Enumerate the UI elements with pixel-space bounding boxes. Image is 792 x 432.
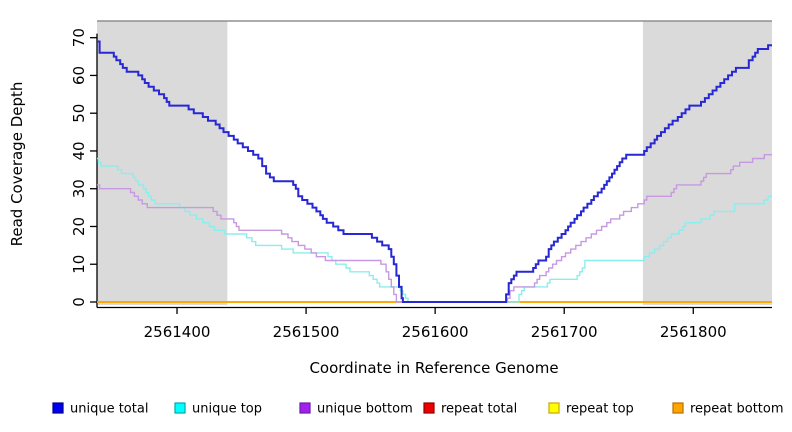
legend-swatch bbox=[672, 402, 684, 414]
series-lines bbox=[97, 40, 772, 303]
x-tick-label: 2561600 bbox=[402, 323, 469, 341]
legend-item-unique-top: unique top bbox=[174, 402, 262, 417]
repeat-region-rect bbox=[97, 21, 228, 305]
series-line-unique-total bbox=[97, 40, 772, 303]
legend-swatch bbox=[299, 402, 311, 414]
y-tick-label: 60 bbox=[70, 66, 88, 85]
y-tick-label: 40 bbox=[70, 141, 88, 160]
legend-item-label: repeat top bbox=[566, 402, 634, 417]
x-tick-label: 2561800 bbox=[660, 323, 727, 341]
legend-item-unique-total: unique total bbox=[52, 402, 148, 417]
legend-swatch bbox=[174, 402, 186, 414]
repeat-region-shading bbox=[97, 21, 772, 305]
legend-swatch bbox=[423, 402, 435, 414]
legend-swatch bbox=[548, 402, 560, 414]
y-tick-label: 0 bbox=[70, 297, 88, 307]
y-tick-label: 50 bbox=[70, 104, 88, 123]
legend-item-unique-bottom: unique bottom bbox=[299, 402, 413, 417]
legend: unique total unique top unique bottom repea… bbox=[52, 402, 784, 417]
legend-item-label: unique total bbox=[70, 402, 148, 417]
legend-item-repeat-total: repeat total bbox=[423, 402, 517, 417]
legend-item-label: unique top bbox=[192, 402, 262, 417]
legend-item-label: repeat bottom bbox=[690, 402, 784, 417]
legend-swatch bbox=[52, 402, 64, 414]
y-tick-label: 70 bbox=[70, 28, 88, 47]
axes: 0 10 20 30 40 50 60 70 2561400 2561500 2561600 2561… bbox=[70, 28, 772, 341]
x-axis-title: Coordinate in Reference Genome bbox=[309, 359, 558, 377]
legend-item-label: unique bottom bbox=[317, 402, 413, 417]
legend-item-label: repeat total bbox=[441, 402, 517, 417]
x-tick-label: 2561400 bbox=[144, 323, 211, 341]
y-tick-label: 10 bbox=[70, 255, 88, 274]
x-tick-label: 2561700 bbox=[531, 323, 598, 341]
legend-item-repeat-top: repeat top bbox=[548, 402, 634, 417]
legend-item-repeat-bottom: repeat bottom bbox=[672, 402, 784, 417]
y-tick-label: 20 bbox=[70, 217, 88, 236]
series-line-unique-top bbox=[97, 157, 772, 303]
y-axis-title: Read Coverage Depth bbox=[8, 82, 26, 247]
series-line-unique-bottom bbox=[97, 154, 772, 303]
y-tick-label: 30 bbox=[70, 179, 88, 198]
x-tick-label: 2561500 bbox=[273, 323, 340, 341]
